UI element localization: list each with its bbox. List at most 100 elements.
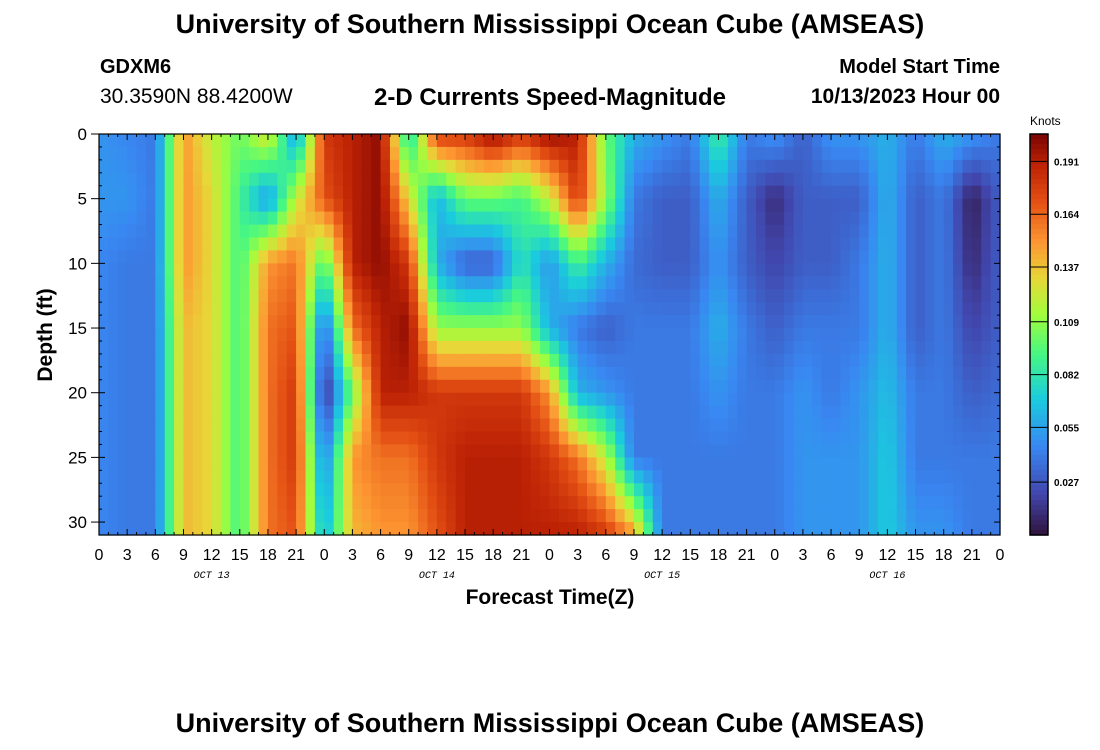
heatmap-cell (230, 263, 241, 277)
heatmap-cell (371, 379, 382, 394)
heatmap-cell (117, 198, 128, 213)
heatmap-cell (221, 146, 231, 161)
heatmap-cell (446, 418, 457, 433)
heatmap-cell (643, 315, 654, 329)
heatmap-cell (343, 509, 354, 523)
heatmap-cell (136, 328, 147, 342)
heatmap-cell (249, 198, 260, 213)
heatmap-cell (436, 392, 447, 407)
colorbar-segment (1030, 229, 1048, 235)
heatmap-cell (680, 134, 691, 148)
heatmap-cell (831, 379, 842, 394)
heatmap-cell (690, 302, 701, 316)
heatmap-cell (840, 431, 851, 446)
heatmap-cell (192, 379, 203, 394)
heatmap-cell (343, 496, 354, 510)
heatmap-cell (211, 405, 222, 420)
heatmap-cell (568, 302, 579, 316)
heatmap-cell (643, 483, 654, 497)
colorbar-segment (1030, 474, 1048, 481)
heatmap-cell (709, 134, 720, 148)
heatmap-cell (399, 392, 410, 407)
heatmap-cell (962, 146, 973, 161)
heatmap-cell (859, 289, 870, 303)
heatmap-cell (718, 211, 729, 226)
heatmap-cell (971, 457, 982, 471)
heatmap-cell (183, 276, 194, 290)
heatmap-cell (662, 340, 673, 355)
heatmap-cell (324, 211, 335, 226)
heatmap-cell (521, 340, 532, 355)
heatmap-cell (436, 263, 447, 277)
heatmap-cell (108, 172, 119, 187)
heatmap-cell (521, 211, 532, 226)
heatmap-cell (286, 328, 297, 342)
heatmap-cell (211, 431, 222, 446)
heatmap-cell (877, 276, 888, 290)
heatmap-cell (483, 211, 494, 226)
heatmap-cell (155, 353, 166, 368)
heatmap-cell (267, 263, 278, 277)
heatmap-cell (671, 198, 682, 213)
heatmap-cell (502, 263, 513, 277)
heatmap-cell (540, 405, 551, 420)
heatmap-cell (127, 224, 138, 239)
heatmap-cell (981, 302, 992, 316)
heatmap-cell (981, 444, 992, 458)
heatmap-cell (737, 457, 748, 471)
heatmap-cell (859, 431, 870, 446)
heatmap-cell (887, 405, 898, 420)
heatmap-cell (962, 366, 973, 381)
heatmap-cell (352, 353, 363, 368)
heatmap-cell (549, 328, 560, 342)
heatmap-cell (136, 289, 147, 303)
heatmap-cell (408, 392, 419, 407)
heatmap-cell (690, 405, 701, 420)
heatmap-cell (821, 379, 832, 394)
heatmap-cell (680, 224, 691, 239)
heatmap-cell (408, 431, 419, 446)
heatmap-cell (493, 353, 504, 368)
heatmap-cell (746, 146, 757, 161)
heatmap-cell (436, 198, 447, 213)
heatmap-cell (821, 496, 832, 510)
heatmap-cell (192, 134, 203, 148)
heatmap-cell (812, 496, 823, 510)
heatmap-cell (324, 159, 335, 174)
colorbar-segment (1030, 509, 1048, 516)
heatmap-cell (699, 211, 710, 226)
heatmap-cell (633, 418, 644, 433)
heatmap-cell (258, 276, 269, 290)
heatmap-cell (765, 444, 776, 458)
heatmap-cell (990, 340, 1001, 355)
heatmap-cell (802, 522, 813, 536)
heatmap-cell (849, 289, 860, 303)
heatmap-cell (906, 250, 917, 264)
heatmap-cell (943, 431, 954, 446)
heatmap-cell (821, 146, 832, 161)
heatmap-cell (906, 315, 917, 329)
heatmap-cell (849, 172, 860, 187)
heatmap-cell (493, 250, 504, 264)
heatmap-cell (117, 470, 128, 484)
heatmap-cell (981, 366, 992, 381)
heatmap-cell (221, 353, 231, 368)
heatmap-cell (230, 509, 241, 523)
heatmap-cell (239, 315, 250, 329)
heatmap-cell (877, 392, 888, 407)
heatmap-cell (906, 353, 917, 368)
heatmap-cell (352, 159, 363, 174)
heatmap-cell (755, 134, 766, 148)
heatmap-cell (521, 444, 532, 458)
heatmap-cell (324, 340, 335, 355)
heatmap-cell (455, 483, 466, 497)
heatmap-cell (765, 483, 776, 497)
heatmap-cell (521, 263, 532, 277)
heatmap-cell (896, 250, 907, 264)
x-tick-label: 0 (95, 547, 104, 564)
heatmap-cell (277, 340, 288, 355)
heatmap-cell (915, 185, 926, 200)
heatmap-cell (164, 250, 175, 264)
heatmap-cell (249, 418, 260, 433)
heatmap-cell (333, 172, 344, 187)
